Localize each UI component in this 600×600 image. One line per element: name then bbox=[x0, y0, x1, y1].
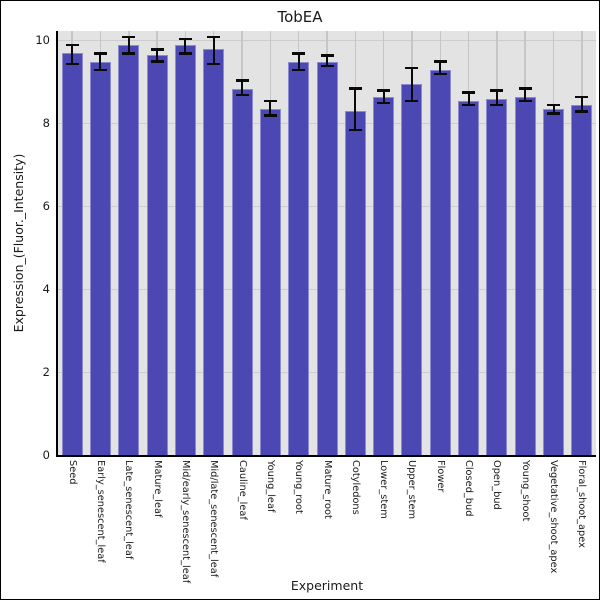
error-bar-whisker bbox=[156, 49, 159, 62]
bar bbox=[259, 109, 281, 455]
error-bar-cap-bottom bbox=[490, 103, 504, 107]
bar bbox=[486, 98, 508, 455]
error-bar-whisker bbox=[127, 36, 130, 54]
error-bar-cap-bottom bbox=[178, 52, 192, 55]
y-axis-line bbox=[56, 31, 58, 457]
error-bar-whisker bbox=[382, 90, 385, 104]
bar bbox=[89, 61, 111, 455]
error-bar-cap-top bbox=[178, 37, 192, 41]
error-bar-cap-bottom bbox=[150, 60, 164, 63]
error-bar-cap-top bbox=[65, 43, 79, 47]
bar bbox=[288, 61, 310, 455]
x-axis-label: Experiment bbox=[290, 578, 364, 593]
error-bar-cap-bottom bbox=[263, 114, 277, 117]
bar bbox=[344, 111, 366, 455]
error-bar-whisker bbox=[241, 80, 244, 95]
error-bar-whisker bbox=[410, 67, 413, 101]
bar bbox=[203, 49, 225, 455]
bar bbox=[514, 96, 536, 455]
error-bar-cap-top bbox=[320, 54, 334, 57]
error-bar-cap-bottom bbox=[462, 103, 476, 107]
bar bbox=[174, 45, 196, 455]
bar bbox=[458, 100, 480, 455]
bar bbox=[231, 88, 253, 455]
error-bar-whisker bbox=[71, 45, 74, 64]
error-bar-cap-top bbox=[433, 60, 447, 63]
error-bar-whisker bbox=[495, 90, 498, 106]
error-bar-cap-bottom bbox=[433, 72, 447, 76]
error-bar-whisker bbox=[269, 100, 272, 116]
y-axis-label: Expression_(Fluor._Intensity) bbox=[11, 153, 26, 333]
error-bar-cap-bottom bbox=[65, 62, 79, 65]
error-bar-whisker bbox=[524, 88, 527, 101]
bar bbox=[61, 53, 83, 455]
error-bar-cap-bottom bbox=[405, 99, 419, 103]
y-tick-label: 8 bbox=[42, 116, 50, 131]
error-bar-whisker bbox=[297, 53, 300, 70]
error-bar-cap-top bbox=[490, 89, 504, 92]
error-bar-cap-bottom bbox=[235, 93, 249, 97]
error-bar-whisker bbox=[467, 92, 470, 106]
error-bar-whisker bbox=[439, 61, 442, 75]
error-bar-cap-top bbox=[377, 89, 391, 92]
y-tick-label: 6 bbox=[42, 199, 50, 214]
error-bar-cap-bottom bbox=[547, 112, 561, 115]
error-bar-cap-bottom bbox=[518, 99, 532, 103]
bar bbox=[571, 105, 593, 455]
error-bar-cap-top bbox=[292, 52, 306, 55]
error-bar-cap-top bbox=[547, 103, 561, 107]
error-bar-cap-top bbox=[575, 95, 589, 99]
bar bbox=[543, 109, 565, 455]
error-bar-cap-top bbox=[150, 48, 164, 51]
error-bar-cap-top bbox=[405, 66, 419, 70]
error-bar-cap-bottom bbox=[292, 68, 306, 72]
error-bar-cap-top bbox=[122, 35, 136, 39]
bar bbox=[401, 84, 423, 455]
bar bbox=[429, 69, 451, 455]
error-bar-whisker bbox=[184, 38, 187, 54]
y-tick-label: 4 bbox=[42, 281, 50, 296]
error-bar-cap-top bbox=[348, 87, 362, 90]
bar bbox=[316, 61, 338, 455]
error-bar-cap-top bbox=[462, 91, 476, 94]
bar bbox=[373, 96, 395, 455]
error-bar-whisker bbox=[99, 53, 102, 70]
error-bar-cap-bottom bbox=[122, 52, 136, 55]
error-bar-whisker bbox=[580, 96, 583, 112]
chart-title: TobEA bbox=[277, 8, 323, 26]
error-bar-cap-bottom bbox=[207, 62, 221, 65]
bar bbox=[118, 45, 140, 455]
error-bar-whisker bbox=[212, 36, 215, 64]
error-bar-cap-top bbox=[263, 99, 277, 103]
error-bar-whisker bbox=[354, 88, 357, 130]
error-bar-whisker bbox=[552, 105, 555, 114]
y-tick-label: 0 bbox=[42, 447, 50, 462]
error-bar-cap-top bbox=[93, 52, 107, 55]
plot-panel bbox=[58, 31, 596, 455]
y-tick-label: 10 bbox=[35, 33, 50, 48]
error-bar-whisker bbox=[326, 55, 328, 66]
error-bar-cap-top bbox=[518, 87, 532, 90]
error-bar-cap-bottom bbox=[377, 101, 391, 105]
error-bar-cap-top bbox=[235, 79, 249, 82]
error-bar-cap-bottom bbox=[348, 128, 362, 132]
y-tick-label: 2 bbox=[42, 364, 50, 379]
x-axis-line bbox=[56, 455, 596, 457]
bar bbox=[146, 55, 168, 455]
error-bar-cap-bottom bbox=[575, 110, 589, 113]
error-bar-cap-bottom bbox=[93, 68, 107, 72]
error-bar-cap-top bbox=[207, 35, 221, 39]
error-bar-cap-bottom bbox=[320, 64, 334, 68]
